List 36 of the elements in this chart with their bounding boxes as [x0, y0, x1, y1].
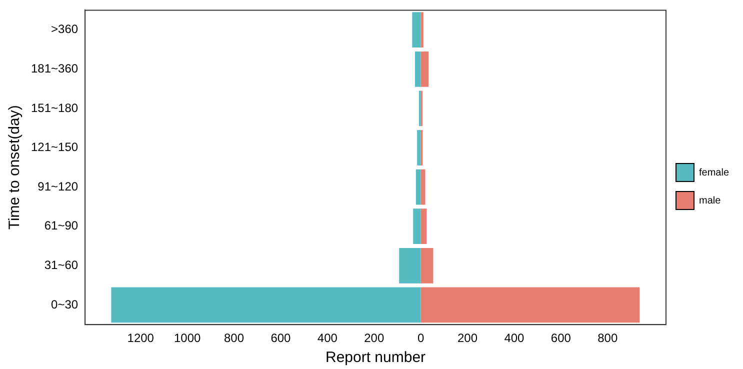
bar — [414, 51, 421, 87]
y-axis-title: Time to onset(day) — [6, 105, 24, 230]
bar — [399, 248, 421, 284]
y-tick-label: >360 — [51, 22, 78, 36]
bar — [111, 287, 421, 323]
x-tick-label: 1200 — [127, 331, 154, 346]
y-tick-label: 181~360 — [30, 61, 78, 76]
bar — [420, 208, 427, 244]
x-tick-label: 800 — [224, 331, 244, 346]
x-tick-label: 200 — [458, 331, 478, 346]
y-tick-label: 151~180 — [30, 100, 78, 115]
x-tick-label: 600 — [550, 331, 572, 346]
x-tick-label: 200 — [364, 331, 384, 346]
bar — [412, 12, 421, 48]
legend-label: male — [698, 195, 722, 206]
bar — [420, 248, 434, 284]
bar — [420, 287, 640, 323]
bar — [420, 12, 424, 48]
bar — [416, 169, 421, 205]
bar — [417, 130, 421, 166]
y-tick-label: 91~120 — [38, 179, 78, 194]
x-tick-label: 0 — [417, 331, 424, 346]
x-axis-title: Report number — [325, 349, 426, 366]
x-tick-label: 400 — [504, 331, 525, 346]
y-tick-label: 0~30 — [51, 297, 78, 312]
bar — [413, 208, 421, 244]
x-tick-label: 600 — [270, 331, 292, 346]
legend-label: female — [698, 167, 730, 178]
bar — [420, 169, 426, 205]
x-tick-label: 800 — [598, 331, 618, 346]
x-tick-label: 400 — [317, 331, 338, 346]
y-tick-label: 31~60 — [44, 258, 78, 272]
y-tick-label: 121~150 — [30, 140, 78, 154]
y-tick-label: 61~90 — [44, 218, 78, 233]
x-tick-label: 1000 — [174, 331, 201, 346]
bar — [420, 51, 429, 87]
